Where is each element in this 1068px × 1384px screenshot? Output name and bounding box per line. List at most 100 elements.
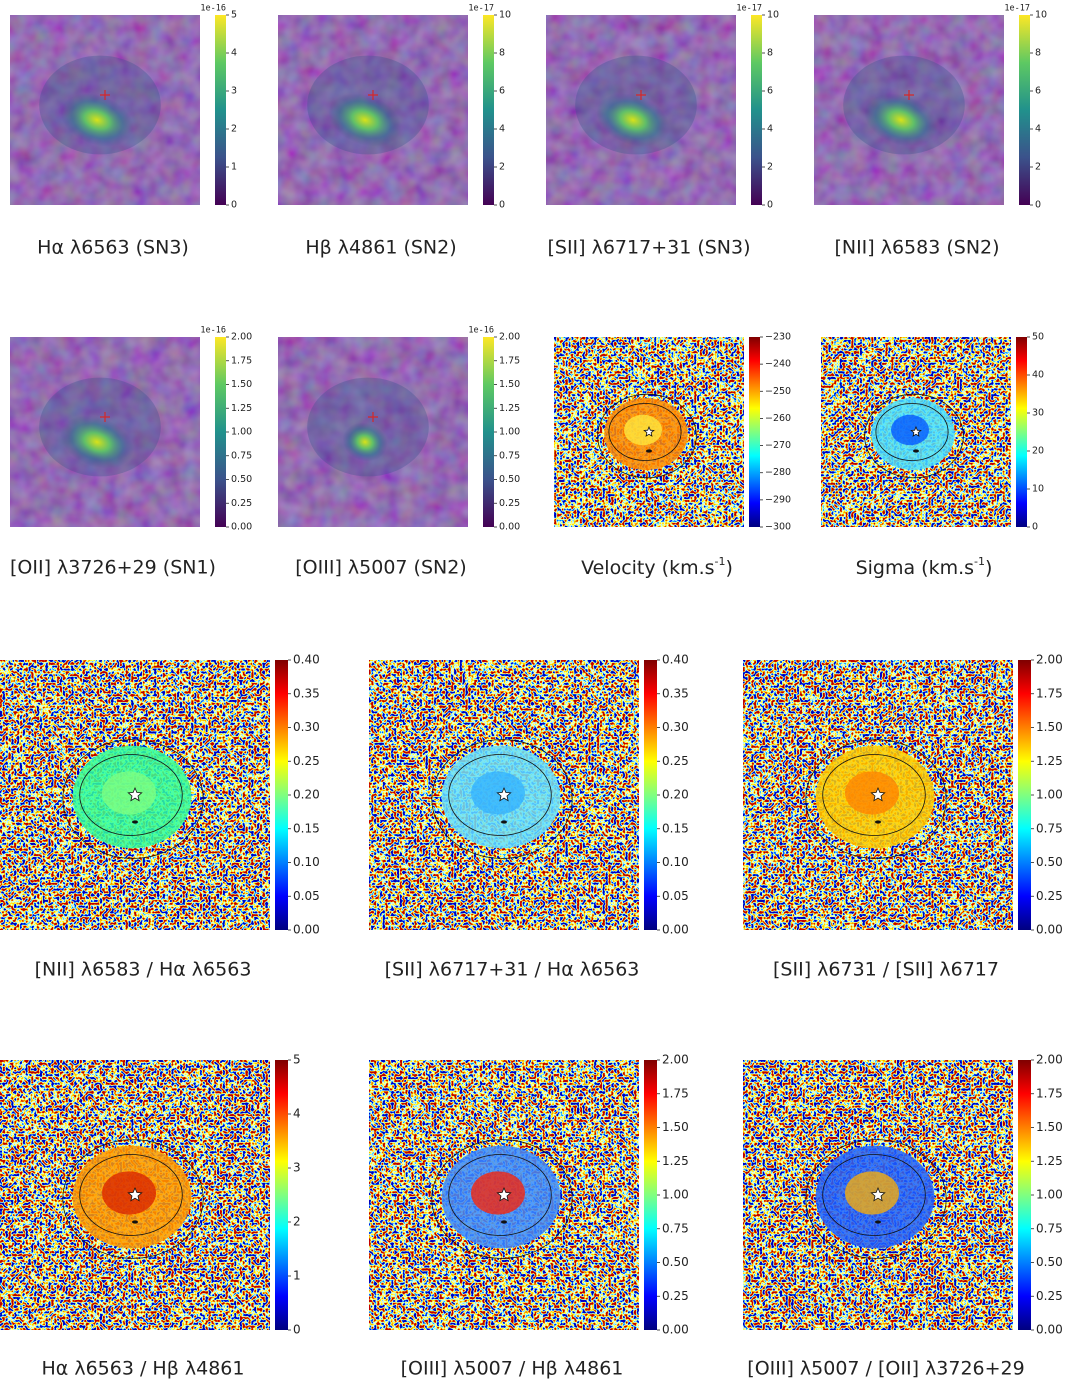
colorbar-tick-label: 1.75 (1036, 1086, 1063, 1100)
colorbar-tick-label: 0.05 (293, 889, 320, 903)
colorbar-tick-label: 1.75 (662, 1086, 689, 1100)
colorbar-tick-label: 6 (1035, 86, 1041, 97)
colorbar (1016, 337, 1027, 527)
caption: [SII] λ6731 / [SII] λ6717 (773, 959, 999, 981)
colorbar-tick-label: 0.00 (1036, 923, 1063, 937)
colorbar-tick-label: 2.00 (499, 332, 520, 343)
colorbar (1018, 1060, 1031, 1330)
colorbar-tick-label: 1.00 (499, 427, 520, 438)
colorbar-tick-label: 3 (231, 86, 237, 97)
caption: Hβ λ4861 (SN2) (305, 237, 456, 259)
colorbar-tick-label: 1.25 (1036, 754, 1063, 768)
colorbar-tick-label: 4 (293, 1107, 301, 1121)
map-image (554, 337, 744, 527)
caption-part: ) (725, 557, 732, 579)
colorbar-tick-label: 30 (1032, 408, 1044, 419)
caption-part: ) (985, 557, 992, 579)
colorbar-tick-label: 2.00 (231, 332, 252, 343)
map-image (10, 15, 200, 205)
colorbar-tick-label: 0.25 (499, 498, 520, 509)
colorbar-tick-label: 0.25 (1036, 1289, 1063, 1303)
contour-dot (501, 820, 507, 823)
colorbar-tick-label: 40 (1032, 370, 1044, 381)
map-image (10, 337, 200, 527)
colorbar-tick-label: 50 (1032, 332, 1044, 343)
colorbar-tick-label: 1.00 (231, 427, 252, 438)
caption: [SII] λ6717+31 / Hα λ6563 (385, 959, 640, 981)
colorbar-tick-label: 10 (767, 10, 779, 21)
colorbar-tick-label: 1.75 (231, 355, 252, 366)
caption: [SII] λ6717+31 (SN3) (547, 237, 750, 259)
colorbar-tick-label: −240 (765, 359, 791, 370)
colorbar-tick-label: 1.00 (1036, 1188, 1063, 1202)
colorbar (644, 1060, 657, 1330)
colorbar-tick-label: 1.25 (499, 403, 520, 414)
colorbar-tick-label: 0.00 (231, 522, 252, 533)
colorbar-tick-label: 0.00 (1036, 1323, 1063, 1337)
colorbar-tick-label: 0.00 (293, 923, 320, 937)
colorbar-tick-label: 0.15 (662, 821, 689, 835)
colorbar-tick-label: 0 (499, 200, 505, 211)
colorbar-tick-label: −280 (765, 467, 791, 478)
colorbar-tick-label: 0.35 (662, 686, 689, 700)
colorbar-tick-label: 0 (231, 200, 237, 211)
map-image (821, 337, 1011, 527)
colorbar-tick-label: 0.30 (293, 720, 320, 734)
colorbar-tick-label: 0.75 (499, 450, 520, 461)
colorbar (644, 660, 657, 930)
panel: 0.000.250.500.751.001.251.501.752.00[SII… (743, 653, 1063, 981)
colorbar (483, 15, 494, 205)
colorbar (751, 15, 762, 205)
colorbar-tick-label: −300 (765, 522, 791, 533)
colorbar-tick-label: 5 (231, 10, 237, 21)
panel: 012345Hα λ6563 / Hβ λ4861 (0, 1053, 301, 1380)
colorbar-tick-label: 0.20 (293, 788, 320, 802)
colorbar-tick-label: 10 (1035, 10, 1047, 21)
colorbar-tick-label: 0.75 (1036, 821, 1063, 835)
colorbar-tick-label: 0.40 (293, 653, 320, 667)
caption: [NII] λ6583 / Hα λ6563 (35, 959, 252, 981)
contour-dot (875, 820, 881, 823)
colorbar-tick-label: 0.40 (662, 653, 689, 667)
colorbar-tick-label: 2 (293, 1215, 301, 1229)
colorbar-offset: 1e-17 (736, 4, 762, 14)
colorbar-tick-label: 1.25 (1036, 1154, 1063, 1168)
colorbar-tick-label: 1 (293, 1269, 301, 1283)
colorbar-tick-label: 0 (1032, 522, 1038, 533)
colorbar-tick-label: 1 (231, 162, 237, 173)
colorbar (275, 660, 288, 930)
colorbar-tick-label: 4 (767, 124, 773, 135)
caption: Sigma (km.s-1) (856, 555, 993, 579)
colorbar-tick-label: −270 (765, 440, 791, 451)
colorbar-tick-label: 4 (231, 48, 237, 59)
colorbar (483, 337, 494, 527)
colorbar-tick-label: 0.75 (1036, 1221, 1063, 1235)
colorbar-tick-label: 0.50 (499, 474, 520, 485)
colorbar-tick-label: 1.50 (231, 379, 252, 390)
contour-dot (646, 449, 652, 452)
colorbar-tick-label: 1.75 (499, 355, 520, 366)
map-image (278, 15, 468, 205)
colorbar (215, 337, 226, 527)
colorbar-tick-label: 0.25 (662, 1289, 689, 1303)
colorbar-tick-label: 0.25 (231, 498, 252, 509)
caption-part: Velocity (km.s (581, 557, 714, 579)
colorbar-offset: 1e-16 (200, 326, 226, 336)
caption: Velocity (km.s-1) (581, 555, 733, 579)
colorbar-offset: 1e-16 (200, 4, 226, 14)
colorbar-tick-label: 1.50 (1036, 1120, 1063, 1134)
caption: [OII] λ3726+29 (SN1) (10, 557, 216, 579)
panel: 0.000.250.500.751.001.251.501.752.00[OII… (743, 1053, 1063, 1380)
colorbar-tick-label: 1.00 (662, 1188, 689, 1202)
colorbar-tick-label: 4 (1035, 124, 1041, 135)
map-image (743, 660, 1013, 930)
colorbar-tick-label: −230 (765, 332, 791, 343)
map-image (546, 15, 736, 205)
contour-dot (132, 820, 138, 823)
panel: 01020304050Sigma (km.s-1) (821, 332, 1044, 579)
central-core (624, 415, 662, 445)
caption: [OIII] λ5007 / Hβ λ4861 (401, 1358, 624, 1380)
colorbar-tick-label: 0.05 (662, 889, 689, 903)
colorbar-tick-label: 2.00 (1036, 1053, 1063, 1067)
